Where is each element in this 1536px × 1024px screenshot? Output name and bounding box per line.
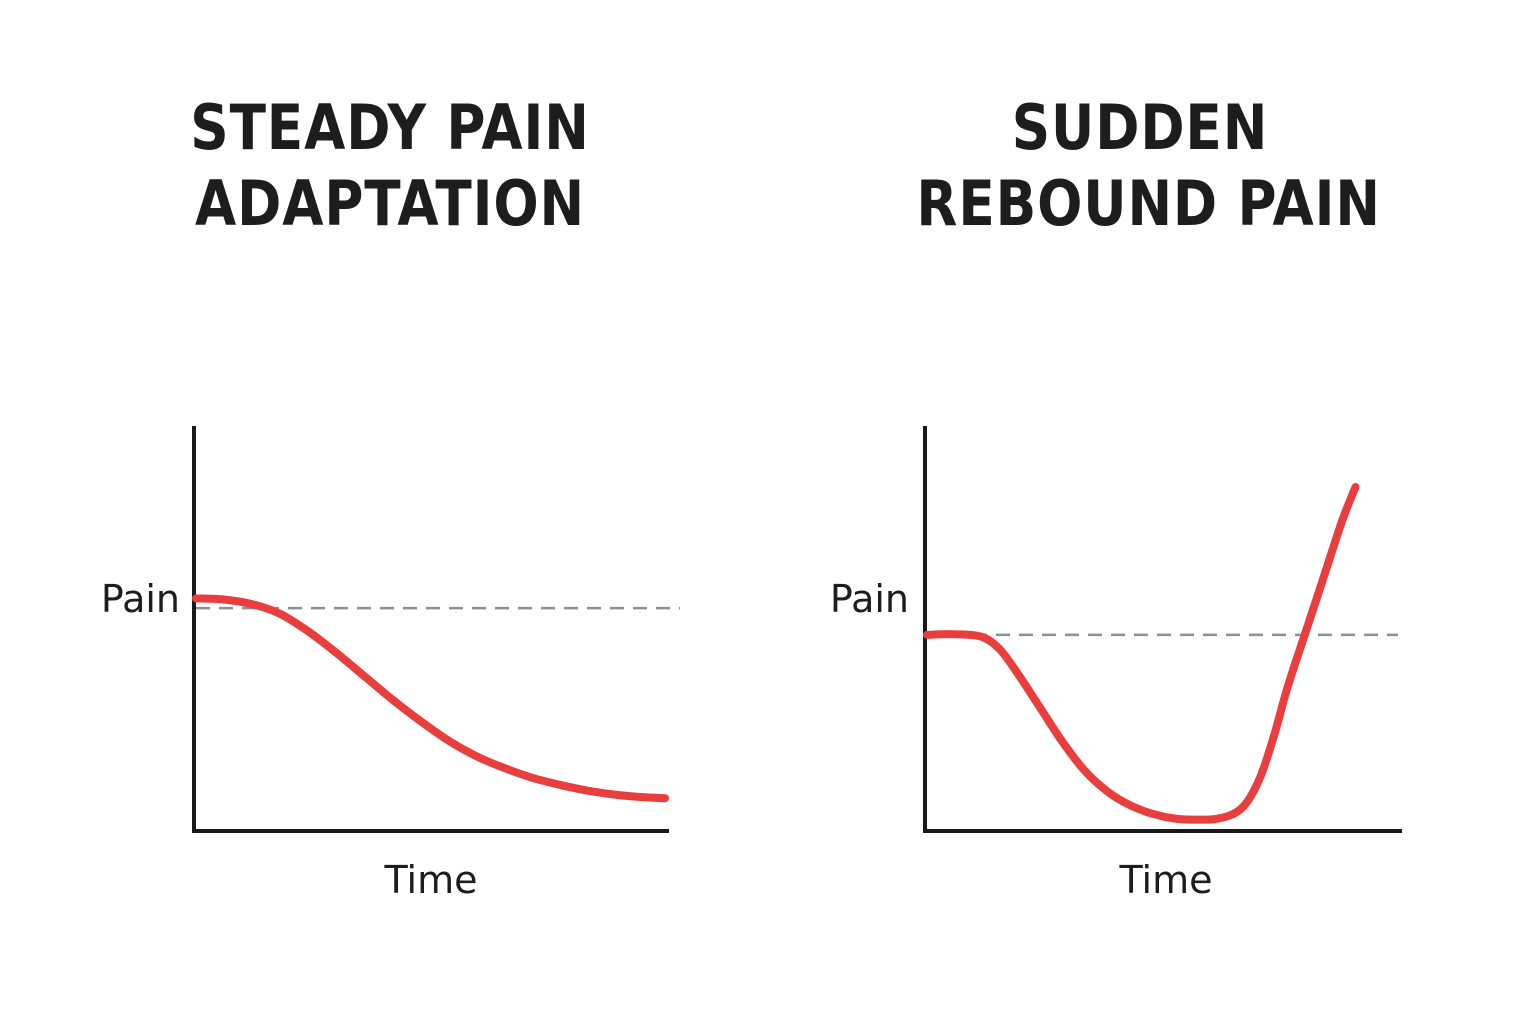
- chart-title-right-line-1: SUDDEN: [1011, 91, 1269, 164]
- chart-panel-left: Pain Time: [101, 426, 680, 902]
- pain-curve-left: [192, 594, 669, 803]
- pain-label-left: Pain: [101, 577, 180, 621]
- chart-title-right-line-2: REBOUND PAIN: [916, 167, 1381, 240]
- x-axis-label-right: Time: [1119, 858, 1213, 902]
- chart-title-left: STEADY PAIN ADAPTATION: [175, 90, 605, 242]
- pain-curve-right: [923, 483, 1360, 824]
- chart-panel-right: Pain Time: [830, 426, 1402, 902]
- chart-title-left-line-1: STEADY PAIN: [190, 91, 590, 164]
- chart-title-left-line-2: ADAPTATION: [194, 167, 585, 240]
- chart-title-right: SUDDEN REBOUND PAIN: [916, 90, 1381, 242]
- pain-label-right: Pain: [830, 577, 909, 621]
- x-axis-label-left: Time: [384, 858, 478, 902]
